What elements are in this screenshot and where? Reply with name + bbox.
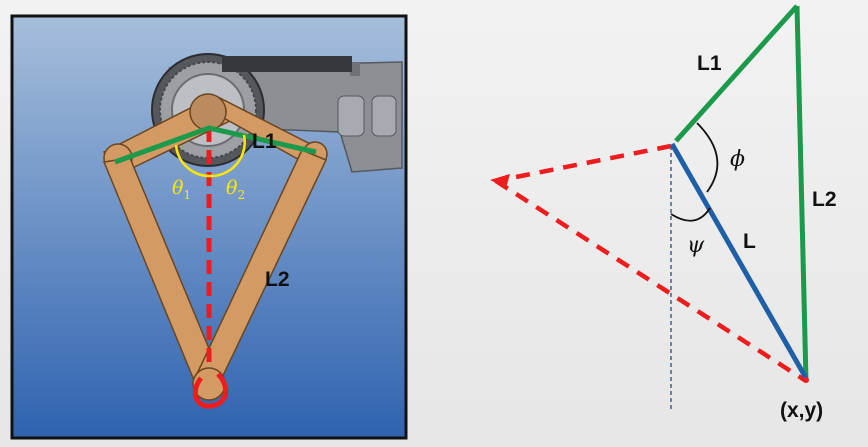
red-dashed-lower [494, 179, 808, 383]
theta1-label: θ1 [172, 177, 191, 202]
phi-arc [696, 122, 719, 193]
red-tip-arrow [490, 174, 510, 188]
theta2-arc [208, 134, 246, 178]
psi-arc [670, 207, 711, 222]
phi-label: ϕ [730, 147, 745, 172]
green-link-l1 [114, 125, 317, 165]
blue-line-l [669, 142, 809, 380]
right-l1-label: L1 [697, 52, 722, 75]
endpoint-label: (x,y) [780, 399, 823, 422]
green-link-l2-right [794, 5, 809, 382]
psi-label: ψ [687, 233, 705, 258]
theta2-label: θ2 [226, 177, 245, 202]
robot-render-panel: L1 L2 θ1 θ2 [10, 14, 408, 440]
left-l1-label: L1 [252, 130, 277, 153]
green-link-l1-right [674, 4, 799, 143]
left-l2-label: L2 [265, 268, 290, 291]
red-dashed-upper [495, 143, 672, 184]
panel-border [10, 14, 408, 440]
right-l-label: L [743, 230, 756, 253]
right-l2-label: L2 [812, 188, 837, 211]
endpoint-dot [803, 377, 809, 383]
geometry-schematic: L1 L2 L ϕ ψ (x,y) [490, 4, 837, 422]
theta1-arc [174, 144, 210, 178]
end-effector-marker [192, 372, 229, 409]
